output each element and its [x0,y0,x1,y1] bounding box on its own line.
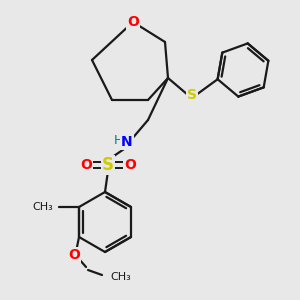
Text: O: O [80,158,92,172]
Text: H: H [113,134,123,148]
Text: O: O [68,248,80,262]
Text: CH₃: CH₃ [110,272,131,282]
Text: O: O [127,15,139,29]
Text: S: S [187,88,197,102]
Text: CH₃: CH₃ [32,202,53,212]
Text: S: S [102,156,114,174]
Text: N: N [121,135,133,149]
Text: O: O [124,158,136,172]
